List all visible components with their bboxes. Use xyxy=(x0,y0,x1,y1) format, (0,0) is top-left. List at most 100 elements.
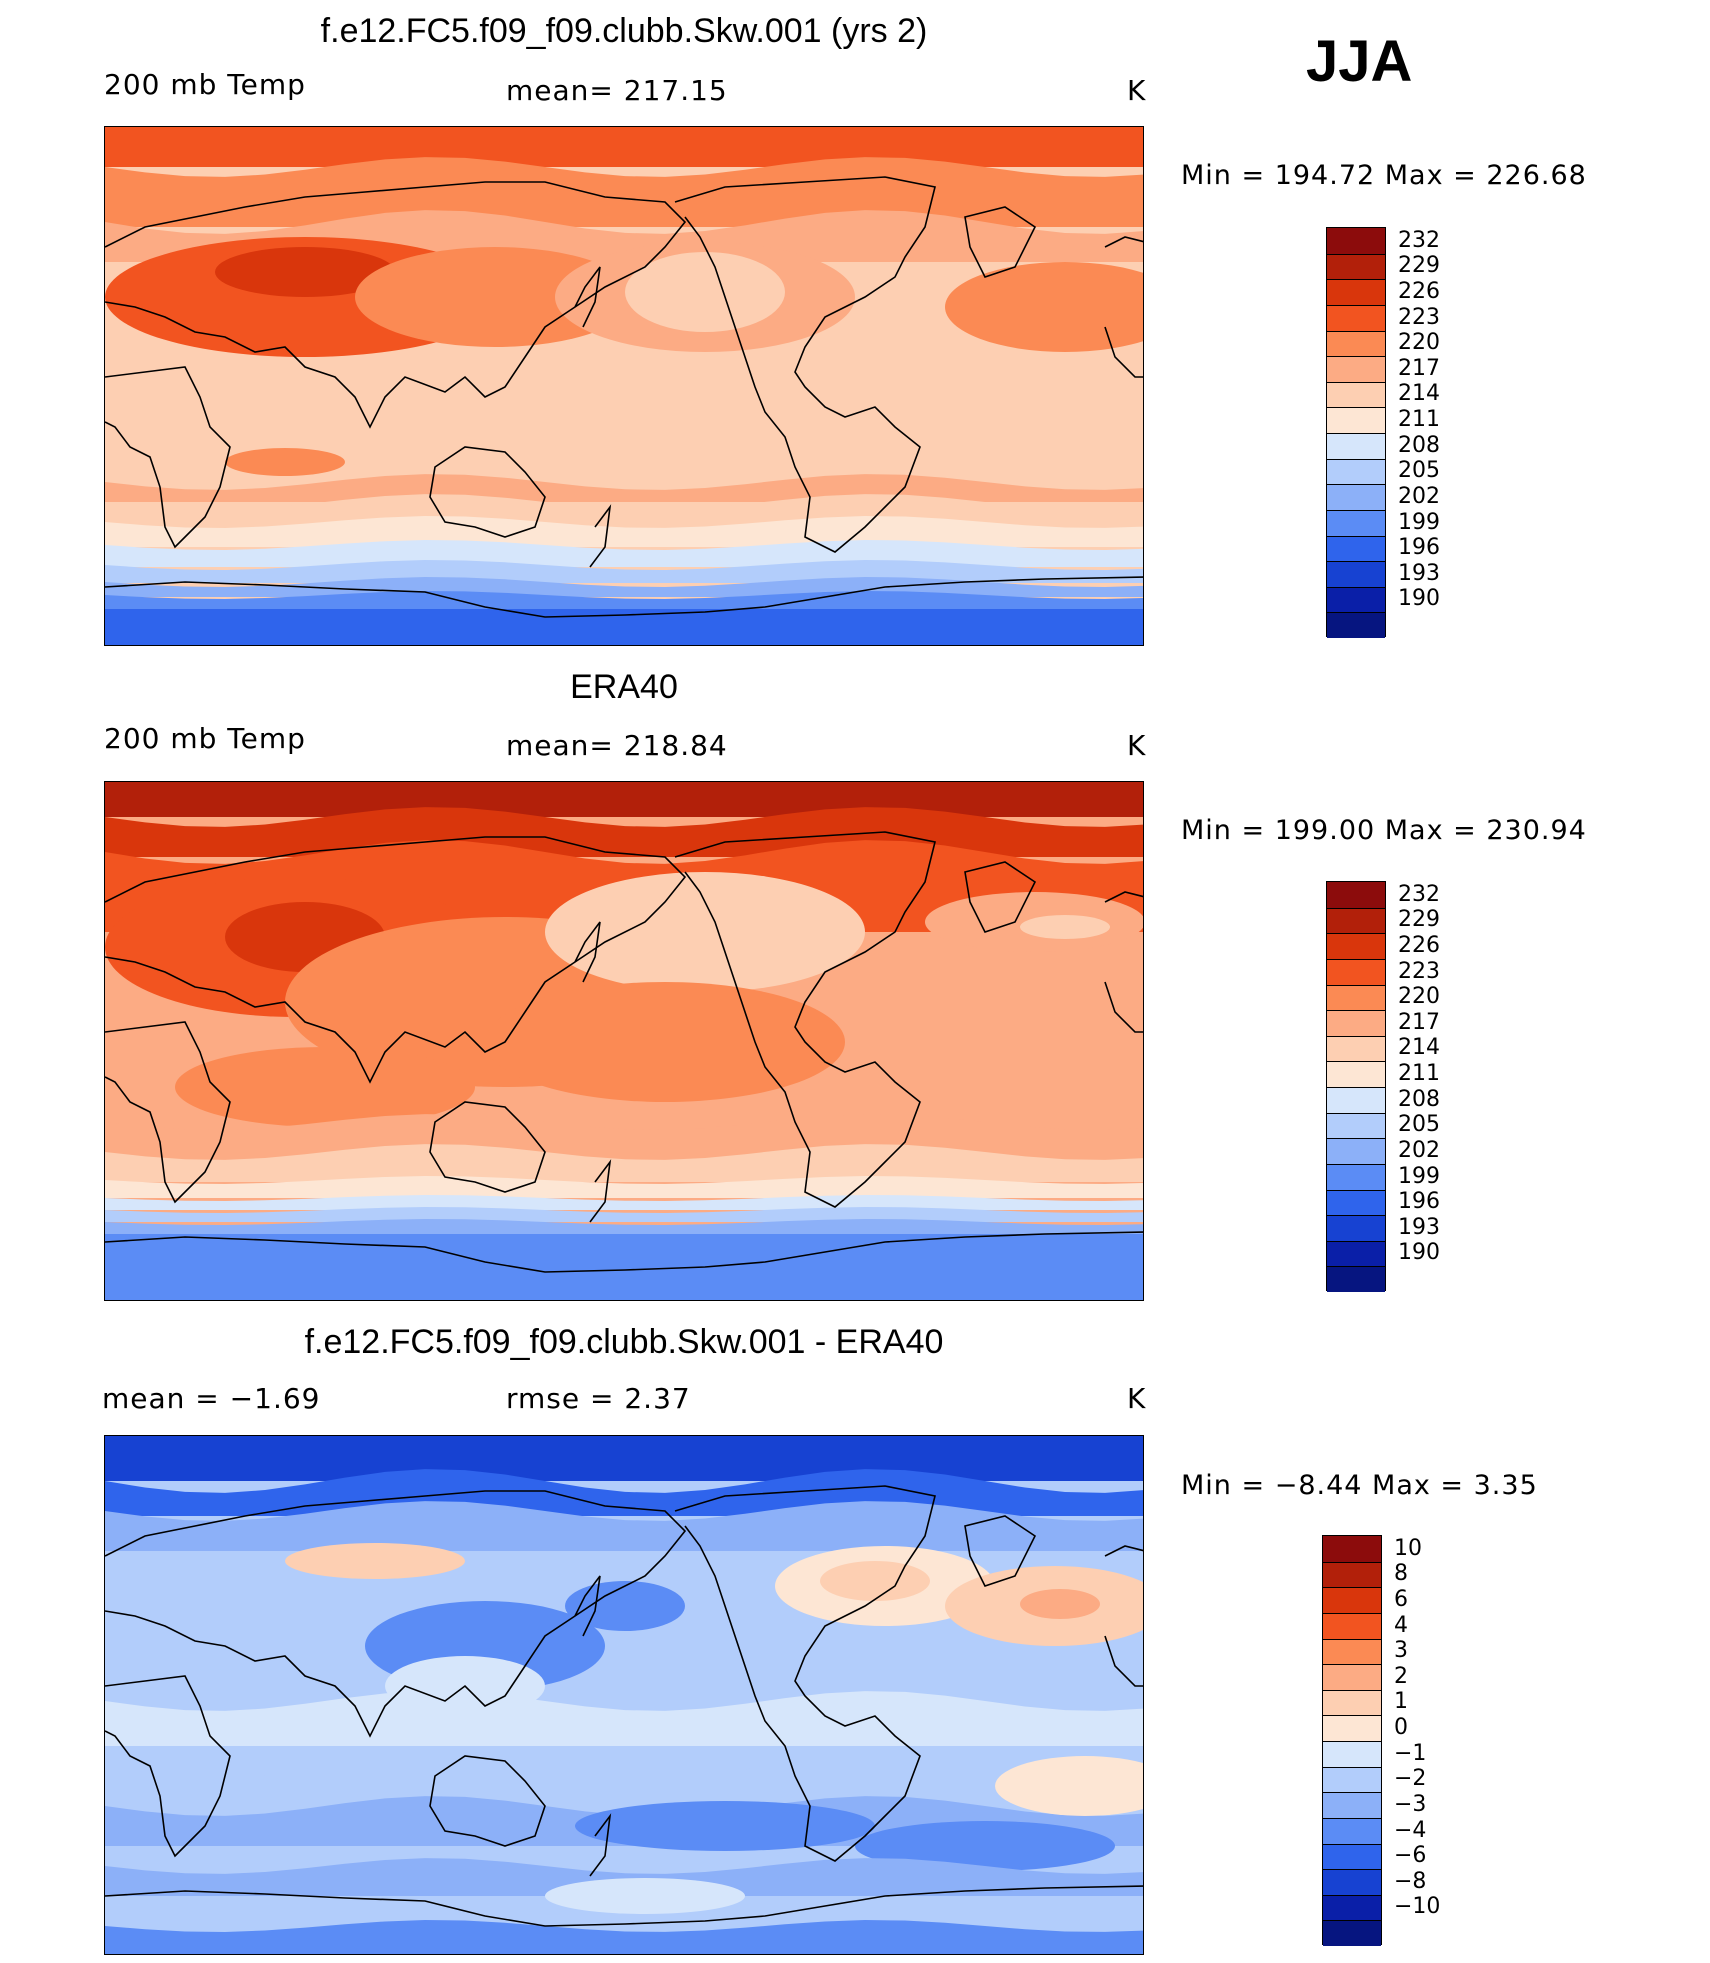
panel-3-rmse-label: rmse = 2.37 xyxy=(506,1382,691,1415)
colorbar-tick-label: 208 xyxy=(1398,432,1440,458)
colorbar-tick-label: 2 xyxy=(1394,1663,1408,1689)
colorbar-bar xyxy=(1326,227,1386,638)
contour-band xyxy=(105,1195,1143,1210)
contour-region xyxy=(355,247,635,347)
colorbar-swatch xyxy=(1327,458,1385,485)
colorbar-swatch xyxy=(1327,381,1385,408)
coastline xyxy=(105,181,687,429)
contour-band xyxy=(105,1501,1143,1551)
colorbar-tick-label: 193 xyxy=(1398,1214,1440,1240)
colorbar-swatch xyxy=(1327,356,1385,382)
colorbar-swatch xyxy=(1327,484,1385,510)
coastline xyxy=(105,1675,231,1858)
coastline xyxy=(105,1885,1143,1927)
coastline xyxy=(964,861,1037,933)
colorbar-tick-label: 208 xyxy=(1398,1086,1440,1112)
panel-2-minmax: Min = 199.00 Max = 230.94 xyxy=(1181,815,1587,846)
colorbar-tick-label: 214 xyxy=(1398,1035,1440,1061)
colorbar-tick-label: 226 xyxy=(1398,278,1440,304)
colorbar-swatch xyxy=(1327,907,1385,934)
coastline xyxy=(674,831,936,1208)
colorbar-swatch xyxy=(1327,1266,1385,1292)
contour-region xyxy=(575,1801,875,1851)
colorbar-tick-label: 211 xyxy=(1398,407,1440,432)
colorbar-swatch xyxy=(1327,304,1385,331)
contour-region xyxy=(855,1821,1115,1871)
contour-band xyxy=(105,1234,1143,1300)
colorbar-tick-label: 10 xyxy=(1394,1535,1422,1561)
panel-3-mean-label: mean = −1.69 xyxy=(102,1382,321,1415)
colorbar-tick-label: −3 xyxy=(1394,1791,1427,1817)
panel-1-units-label: K xyxy=(1127,74,1147,107)
colorbar-tick-label: 217 xyxy=(1398,1009,1440,1035)
colorbar-tick-label: −2 xyxy=(1394,1766,1427,1792)
coastlines xyxy=(105,831,1143,1273)
colorbar-swatch xyxy=(1323,1894,1381,1921)
coastline xyxy=(429,1101,546,1193)
colorbar-tick-label: 199 xyxy=(1398,509,1440,535)
colorbar-tick-label: 202 xyxy=(1398,483,1440,509)
colorbar-swatch xyxy=(1327,882,1385,908)
contour-region xyxy=(225,448,345,476)
colorbar-swatch xyxy=(1327,407,1385,433)
colorbar-tick-label: 3 xyxy=(1394,1638,1408,1664)
contour-region xyxy=(175,1047,475,1127)
contour-region xyxy=(1020,1589,1100,1619)
colorbar-tick-label: 205 xyxy=(1398,1112,1440,1138)
colorbar-swatch xyxy=(1327,1163,1385,1190)
coastline xyxy=(105,366,231,549)
colorbar-swatch xyxy=(1323,1536,1381,1562)
panel-1-variable-label: 200 mb Temp xyxy=(104,68,306,101)
coastline xyxy=(105,1021,231,1204)
contour-band xyxy=(105,1144,1143,1182)
panel-2-map xyxy=(104,781,1144,1301)
colorbar-swatch xyxy=(1327,958,1385,985)
panel-3-title: f.e12.FC5.f09_f09.clubb.Skw.001 - ERA40 xyxy=(304,1323,944,1361)
colorbar-swatch xyxy=(1323,1766,1381,1793)
colorbar-swatch xyxy=(1327,561,1385,587)
panel-3-minmax: Min = −8.44 Max = 3.35 xyxy=(1181,1470,1538,1501)
colorbar-tick-label: 190 xyxy=(1398,586,1440,612)
colorbar-swatch xyxy=(1327,1087,1385,1113)
colorbar-tick-label: 4 xyxy=(1394,1612,1408,1638)
contour-region xyxy=(545,872,865,992)
panel-1-mean-label: mean= 217.15 xyxy=(506,74,728,107)
panel-2-colorbar: 232 229 226 223 220 217 214 211 208 205 202 199 196 1… xyxy=(1326,881,1476,1292)
colorbar-swatch xyxy=(1327,1240,1385,1267)
colorbar-swatch xyxy=(1327,1035,1385,1062)
colorbar-swatch xyxy=(1323,1561,1381,1588)
colorbar-tick-label: 193 xyxy=(1398,560,1440,586)
coastline xyxy=(429,1755,546,1847)
colorbar-tick-label: 196 xyxy=(1398,535,1440,561)
colorbar-tick-label: −4 xyxy=(1394,1817,1427,1843)
colorbar-tick-label: 6 xyxy=(1394,1586,1408,1612)
colorbar-swatch xyxy=(1327,433,1385,459)
colorbar-tick-label: 220 xyxy=(1398,330,1440,356)
contour-band xyxy=(105,157,1143,227)
contour-region xyxy=(820,1561,930,1601)
contour-region xyxy=(545,1878,745,1914)
colorbar-swatch xyxy=(1327,253,1385,280)
colorbar-swatch xyxy=(1323,1817,1381,1844)
colorbar-tick-label: 214 xyxy=(1398,381,1440,407)
colorbar-tick-label: 199 xyxy=(1398,1163,1440,1189)
colorbar-swatch xyxy=(1323,1920,1381,1946)
coastline xyxy=(964,1515,1037,1587)
season-label: JJA xyxy=(1306,29,1413,94)
map-canvas xyxy=(105,1436,1143,1954)
map-canvas xyxy=(105,782,1143,1300)
contour-band xyxy=(105,1920,1143,1954)
panel-1-map xyxy=(104,126,1144,646)
colorbar-swatch xyxy=(1327,1010,1385,1036)
colorbar-swatch xyxy=(1323,1869,1381,1895)
colorbar-tick-label: 220 xyxy=(1398,984,1440,1010)
coastline xyxy=(574,266,601,328)
colorbar-swatch xyxy=(1323,1792,1381,1818)
contour-band xyxy=(105,127,1143,167)
colorbar-tick-label: 205 xyxy=(1398,458,1440,484)
coastline xyxy=(105,1490,687,1738)
coastline xyxy=(589,1159,612,1223)
panel-2-mean-label: mean= 218.84 xyxy=(506,729,728,762)
colorbar-swatch xyxy=(1327,1112,1385,1139)
contour-band xyxy=(105,1176,1143,1198)
